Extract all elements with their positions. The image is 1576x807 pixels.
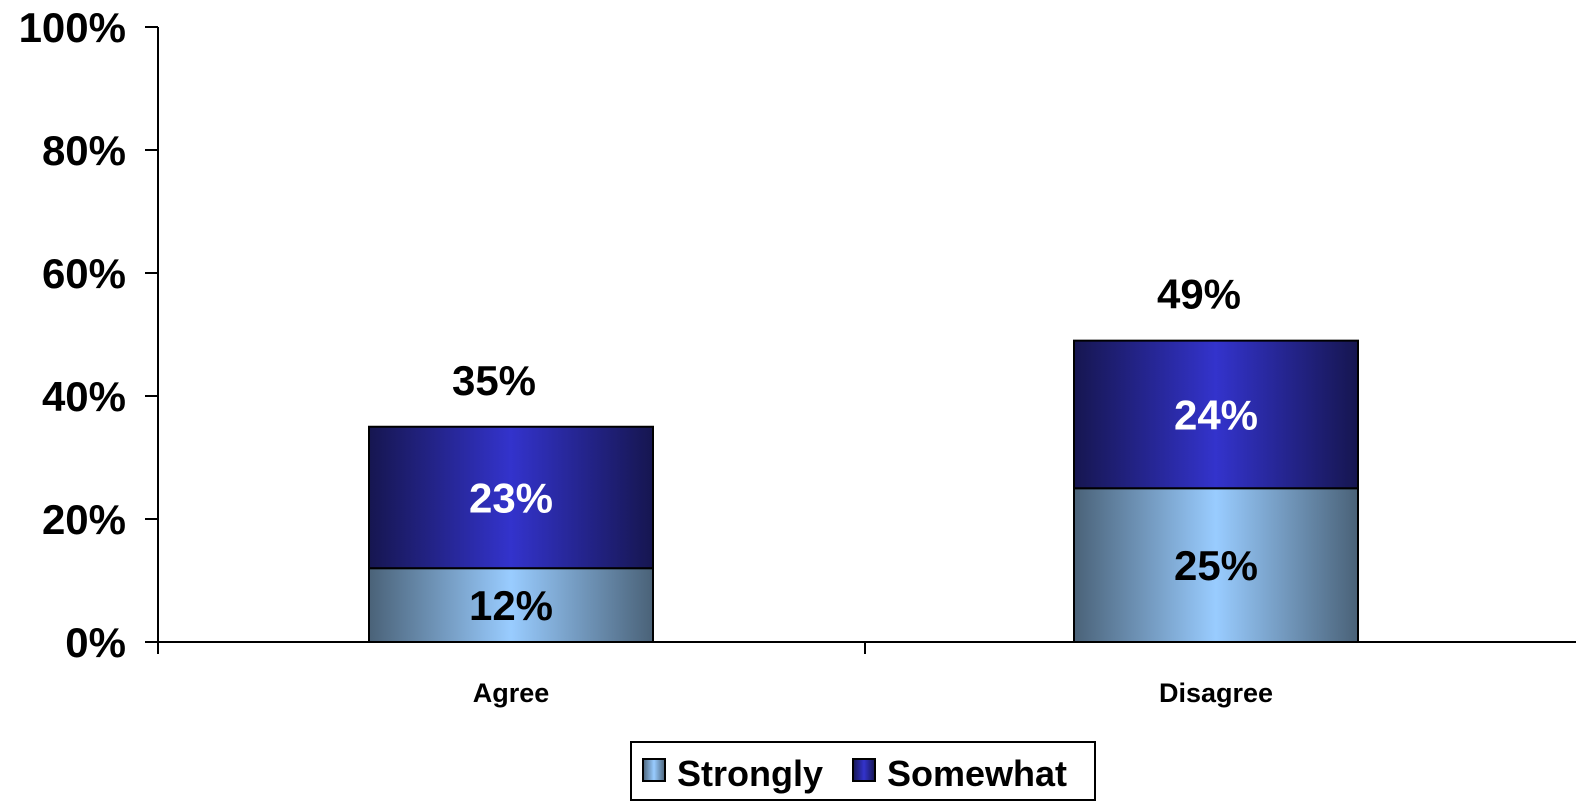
x-category-label: Agree [473,678,550,708]
data-label-strongly: 25% [1174,542,1258,589]
total-label: 35% [452,357,536,404]
y-tick-label: 60% [42,250,126,297]
legend-label-somewhat: Somewhat [887,753,1067,794]
x-category-label: Disagree [1159,678,1273,708]
total-labels: 35% 49% [452,271,1241,404]
legend: Strongly Somewhat [630,741,1096,801]
bar-segment-somewhat [368,425,654,570]
bar-segment-strongly [1073,487,1359,643]
total-label: 49% [1157,271,1241,318]
segment-labels: 12% 23% 25% 24% [469,391,1258,629]
bars [368,339,1359,644]
legend-label-strongly: Strongly [677,753,823,794]
y-tick-label: 0% [65,619,126,666]
y-axis: 0% 20% 40% 60% 80% 100% [19,4,159,666]
data-label-somewhat: 24% [1174,391,1258,438]
bar-segment-somewhat [1073,339,1359,490]
data-label-strongly: 12% [469,582,553,629]
data-label-somewhat: 23% [469,474,553,521]
y-tick-label: 80% [42,127,126,174]
x-axis: Agree Disagree [157,641,1576,708]
y-tick-label: 20% [42,496,126,543]
legend-swatch-somewhat [852,758,876,782]
y-tick-label: 40% [42,373,126,420]
y-tick-label: 100% [19,4,126,51]
legend-swatch-strongly [642,758,666,782]
